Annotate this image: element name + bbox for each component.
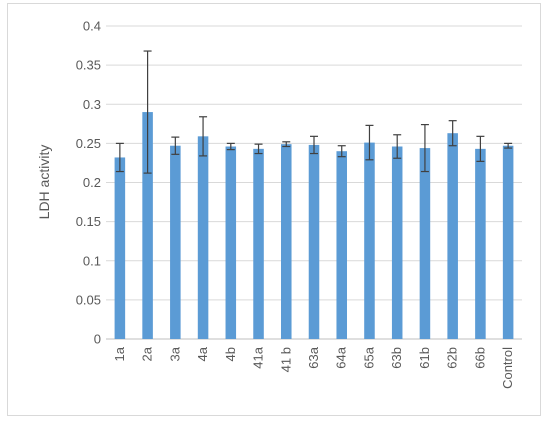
bar: [280, 144, 292, 339]
y-tick-label: 0.15: [76, 214, 101, 229]
x-tick-label: 4b: [223, 347, 238, 361]
bar: [114, 157, 126, 339]
x-tick-label: 3a: [167, 346, 182, 361]
error-bar: [115, 142, 124, 173]
error-bar: [337, 145, 346, 158]
x-tick-label: 64a: [334, 346, 349, 368]
bar: [225, 146, 237, 339]
error-bar: [393, 134, 402, 159]
x-tick-label: 63a: [306, 346, 321, 368]
y-tick-label: 0.2: [83, 175, 101, 190]
x-tick-label: 65a: [361, 346, 376, 368]
error-bar: [254, 143, 263, 155]
y-tick-label: 0.1: [83, 253, 101, 268]
error-bar: [448, 120, 457, 147]
error-bar: [476, 135, 485, 162]
bar: [336, 151, 348, 339]
error-bar: [171, 136, 180, 155]
error-bar: [504, 142, 513, 149]
y-tick-label: 0.4: [83, 19, 101, 34]
y-tick-label: 0.35: [76, 58, 101, 73]
x-tick-label: 41 b: [278, 347, 293, 372]
y-tick-label: 0: [94, 332, 101, 347]
error-bar: [420, 123, 429, 173]
bar: [502, 145, 514, 339]
x-tick-labels: 1a 2a 3a 4a 4b 41a 41 b 63a 64a 65a 63b 61b 62b 66b Co…: [112, 346, 515, 389]
y-tick-label: 0.05: [76, 292, 101, 307]
bar: [253, 148, 264, 339]
x-tick-label: 63b: [389, 347, 404, 369]
x-tick-label: 41a: [251, 346, 266, 368]
y-tick-labels: 0 0.05 0.1 0.15 0.2 0.25 0.3 0.35 0.4: [76, 19, 101, 347]
x-tick-label: 66b: [472, 347, 487, 369]
error-bars: [115, 50, 513, 174]
bar: [447, 133, 458, 339]
y-axis-label: LDH activity: [36, 145, 52, 220]
bar: [475, 148, 486, 339]
y-tick-label: 0.25: [76, 136, 101, 151]
error-bar: [226, 142, 235, 151]
bars: [114, 112, 514, 339]
error-bar: [365, 124, 374, 161]
error-bar: [282, 141, 291, 148]
y-tick-label: 0.3: [83, 97, 101, 112]
error-bar: [310, 135, 318, 155]
x-tick-label: 4a: [195, 346, 210, 361]
bar: [308, 144, 320, 339]
bar: [197, 136, 209, 339]
bar: [364, 142, 375, 339]
error-bar: [143, 50, 152, 174]
x-tick-label: 2a: [140, 346, 155, 361]
bar: [391, 146, 403, 339]
bar: [142, 112, 153, 339]
bar: [170, 145, 181, 339]
x-tick-label: 61b: [417, 347, 432, 369]
x-tick-label: 62b: [445, 347, 460, 369]
bar: [419, 148, 431, 339]
x-tick-label: 1a: [112, 346, 127, 361]
x-tick-label: Control: [500, 347, 515, 389]
error-bar: [199, 116, 208, 157]
